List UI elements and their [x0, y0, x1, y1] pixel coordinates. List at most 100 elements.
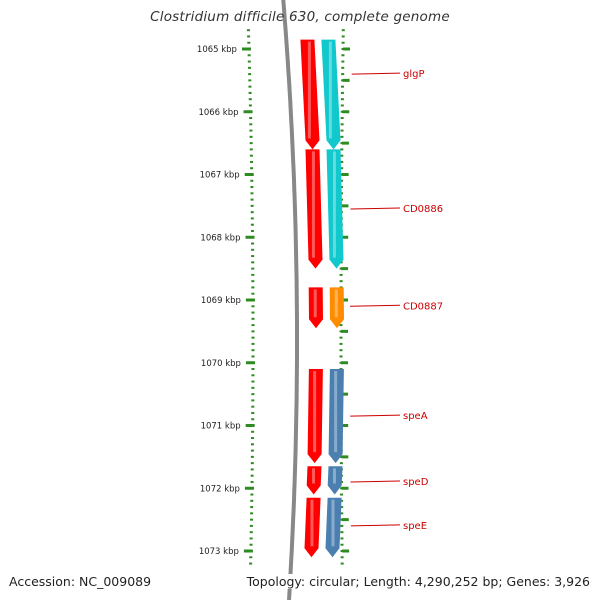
minor-tick [249, 518, 253, 521]
minor-tick [248, 73, 252, 76]
minor-tick [251, 374, 255, 377]
minor-tick-right [341, 41, 345, 44]
cds-arrow-highlight [313, 371, 317, 453]
minor-tick [251, 280, 255, 283]
gene-leader-line [350, 414, 401, 417]
major-tick-right [343, 47, 351, 51]
minor-tick [251, 267, 255, 270]
minor-tick [250, 474, 254, 477]
minor-tick [250, 506, 254, 509]
major-tick-right [341, 361, 349, 365]
minor-tick-right [341, 60, 345, 63]
major-tick-right [341, 141, 349, 145]
minor-tick [251, 355, 255, 358]
major-tick-right [341, 298, 349, 302]
minor-tick [249, 531, 253, 534]
minor-tick [251, 286, 255, 289]
minor-tick-right [340, 506, 344, 509]
minor-tick-right [341, 35, 345, 38]
gene-arrow-spee [325, 497, 342, 558]
minor-tick-right [339, 280, 343, 283]
cds-arrow [308, 287, 323, 329]
major-tick [245, 298, 255, 302]
minor-tick-right [340, 148, 344, 151]
minor-tick-right [340, 493, 344, 496]
minor-tick-right [341, 73, 345, 76]
minor-tick [247, 54, 251, 57]
minor-tick [251, 273, 255, 276]
tick-label: 1065 kbp [197, 45, 237, 55]
minor-tick-right [340, 186, 344, 189]
minor-tick [250, 211, 254, 214]
tick-label: 1068 kbp [200, 233, 240, 243]
gene-leader-line [350, 304, 401, 307]
minor-tick-right [340, 556, 344, 559]
cds-arrow-highlight [310, 499, 314, 547]
major-tick [244, 486, 254, 490]
minor-tick [250, 462, 254, 465]
minor-tick [250, 186, 254, 189]
minor-tick [250, 493, 254, 496]
tick-label: 1073 kbp [199, 547, 239, 557]
minor-tick-right [340, 524, 344, 527]
major-tick-right [341, 518, 349, 522]
minor-tick [249, 537, 253, 540]
minor-tick [251, 399, 255, 402]
tick-label: 1066 kbp [198, 108, 238, 118]
major-tick [244, 173, 254, 176]
minor-tick [251, 317, 255, 320]
major-tick [241, 47, 251, 51]
minor-tick [251, 411, 255, 414]
minor-tick [249, 556, 253, 559]
gene-label-glgp: glgP [403, 69, 425, 80]
tick-label: 1069 kbp [201, 296, 241, 306]
minor-tick-right [340, 129, 344, 132]
gene-label-cd0887: CD0887 [403, 301, 443, 312]
minor-tick [251, 418, 255, 421]
minor-tick [249, 135, 253, 138]
gene-label-spea: speA [403, 411, 428, 422]
major-tick [245, 235, 255, 239]
minor-tick [251, 248, 255, 251]
minor-tick [251, 349, 255, 352]
minor-tick-right [339, 273, 343, 276]
cds-arrow [305, 149, 323, 269]
minor-tick-right [340, 499, 344, 502]
gene-label-spee: speE [403, 521, 427, 532]
minor-tick [250, 217, 254, 220]
major-tick [243, 110, 253, 114]
minor-tick [249, 123, 253, 126]
minor-tick-right [340, 537, 344, 540]
minor-tick [251, 405, 255, 408]
accession-text: Accession: NC_009089 [7, 574, 154, 589]
tick-label: 1071 kbp [201, 422, 241, 432]
minor-tick [250, 223, 254, 226]
gene-arrow-cd0887-highlight [334, 289, 338, 318]
minor-tick [251, 311, 255, 314]
minor-tick [247, 41, 251, 44]
gene-arrow-cd0887 [329, 287, 344, 329]
gene-label-sped: speD [403, 477, 429, 488]
minor-tick [249, 148, 253, 151]
minor-tick-right [340, 91, 344, 94]
gene-arrow-glgp-highlight [328, 41, 332, 139]
minor-tick [251, 368, 255, 371]
minor-tick [248, 91, 252, 94]
minor-tick [250, 449, 254, 452]
cds-arrow-highlight [307, 41, 311, 139]
minor-tick [251, 430, 255, 433]
minor-tick [248, 79, 252, 82]
minor-tick [251, 242, 255, 245]
minor-tick [251, 261, 255, 264]
minor-tick-right [341, 54, 345, 57]
minor-tick [250, 192, 254, 195]
minor-tick [251, 437, 255, 440]
minor-tick [251, 386, 255, 389]
minor-tick-right [341, 85, 345, 88]
minor-tick-right [340, 512, 344, 515]
tick-label: 1072 kbp [200, 484, 240, 494]
major-tick-right [342, 110, 350, 114]
minor-tick [250, 443, 254, 446]
gene-leader-line [350, 207, 401, 210]
